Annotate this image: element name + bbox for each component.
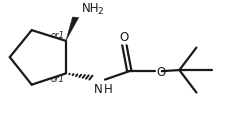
Text: NH: NH <box>82 2 99 15</box>
Polygon shape <box>66 18 79 42</box>
Text: 2: 2 <box>98 7 103 16</box>
Text: N: N <box>94 82 103 95</box>
Text: O: O <box>120 30 129 43</box>
Text: or1: or1 <box>51 30 65 39</box>
Text: or1: or1 <box>51 75 65 84</box>
Text: H: H <box>104 83 112 96</box>
Text: O: O <box>156 65 165 78</box>
